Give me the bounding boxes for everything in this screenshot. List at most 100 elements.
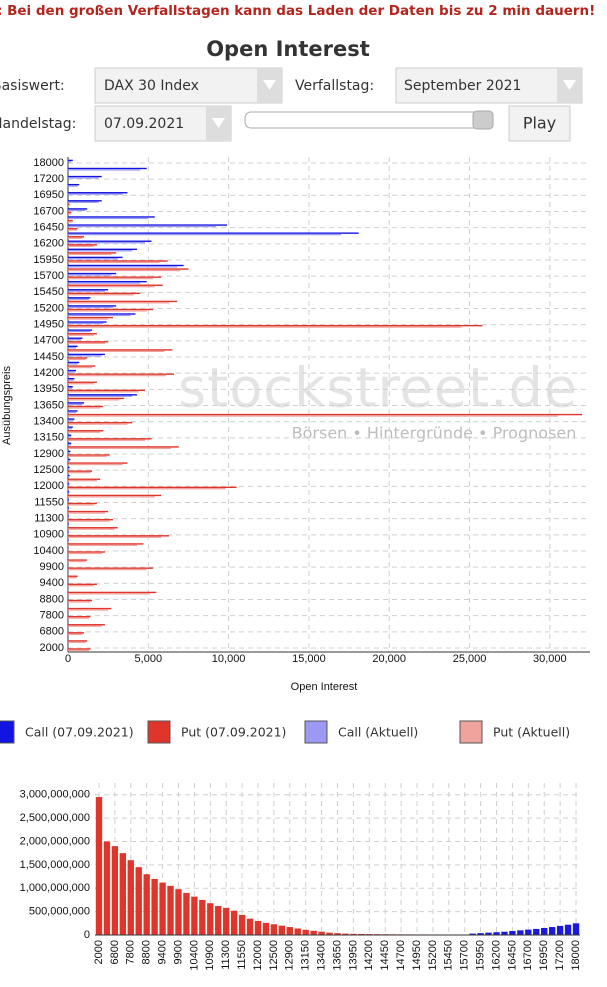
bar (68, 524, 69, 527)
y-tick-label: 16700 (33, 205, 64, 217)
bar (68, 568, 147, 571)
bar (68, 305, 117, 307)
bar (68, 496, 155, 498)
bar (151, 878, 158, 935)
bar (68, 322, 104, 325)
bar (68, 177, 99, 179)
bar (68, 403, 83, 405)
bar (68, 221, 73, 223)
bar (68, 205, 70, 207)
y-tick-label: 7800 (40, 610, 64, 622)
basiswert-label: Basiswert: (0, 78, 65, 94)
bar (68, 382, 94, 385)
bar (286, 927, 293, 935)
bar (68, 371, 76, 373)
bar (68, 161, 72, 163)
select-arrow (563, 80, 576, 90)
select-box (395, 67, 583, 104)
bar (350, 933, 357, 935)
bar (68, 358, 86, 361)
bar (68, 397, 125, 400)
x-tick-label: 6800 (109, 940, 121, 964)
verfallstag-select[interactable]: September 2021 (395, 67, 583, 104)
bar (191, 896, 198, 935)
x-tick-label: 13150 (300, 940, 312, 971)
bar (68, 431, 101, 433)
bar (238, 914, 246, 935)
x-tick-label: 11550 (236, 940, 248, 970)
bar (68, 523, 69, 525)
basiswert-select[interactable]: DAX 30 Index (94, 67, 283, 104)
bar (68, 478, 101, 480)
bar (68, 399, 120, 401)
x-tick-label: 13400 (316, 940, 328, 971)
bar (68, 353, 105, 356)
bar (68, 369, 77, 372)
bar (68, 624, 105, 626)
bar (68, 633, 83, 635)
legend-label: Call (07.09.2021) (25, 725, 134, 740)
bar (68, 167, 147, 170)
bar (68, 625, 102, 627)
bar (68, 347, 77, 349)
bar (68, 442, 72, 445)
y-tick-label: 0 (84, 929, 90, 941)
bar (68, 502, 97, 505)
bar (68, 518, 113, 521)
y-tick-label: 13150 (33, 432, 64, 444)
y-tick-label: 14450 (33, 351, 64, 363)
y-tick-label: 16200 (33, 238, 64, 250)
date-slider[interactable] (244, 110, 494, 130)
y-tick-label: 13650 (33, 399, 64, 411)
bar (68, 543, 144, 545)
handelstag-select[interactable]: 07.09.2021 (94, 105, 232, 142)
bar (68, 410, 78, 412)
bar (68, 430, 104, 432)
x-tick-label: 16700 (522, 940, 534, 971)
bar (68, 313, 136, 315)
bar (68, 324, 483, 327)
bar (68, 386, 73, 388)
x-tick-label: 10,000 (212, 653, 246, 665)
bar (68, 300, 178, 303)
bar (68, 551, 105, 553)
bar (68, 494, 162, 497)
bar (334, 933, 341, 935)
select-arrow (263, 80, 276, 90)
y-tick-label: 3,000,000,000 (20, 789, 90, 801)
bar (509, 931, 516, 935)
watermark-tagline: Börsen • Hintergründe • Prognosen (292, 424, 577, 443)
bar (68, 455, 107, 458)
x-axis-label: Open Interest (291, 681, 358, 693)
bar (68, 567, 154, 569)
select-value: DAX 30 Index (104, 78, 199, 94)
bar (68, 438, 152, 440)
legend-swatch (0, 720, 15, 744)
bar (68, 193, 123, 195)
bar (254, 920, 262, 935)
play-button[interactable]: Play (508, 105, 571, 142)
bar (68, 593, 150, 595)
bar (68, 306, 113, 308)
bar (68, 258, 118, 260)
bar (68, 264, 184, 267)
bar (68, 192, 128, 194)
y-tick-label: 14700 (33, 335, 64, 347)
bar (68, 640, 88, 642)
legend-label: Put (Aktuell) (493, 725, 570, 740)
x-tick-label: 12500 (268, 940, 280, 971)
y-tick-label: 13950 (33, 383, 64, 395)
bar (68, 175, 102, 178)
bar (68, 292, 141, 295)
y-tick-label: 12900 (33, 448, 64, 460)
bar (68, 415, 558, 417)
bar (68, 535, 170, 537)
bar (68, 350, 165, 353)
select-box (94, 67, 283, 104)
y-tick-label: 16950 (33, 189, 64, 201)
bar (68, 474, 70, 477)
x-tick-label: 16200 (490, 940, 502, 971)
bar (68, 377, 75, 380)
select-arrow (212, 118, 225, 128)
